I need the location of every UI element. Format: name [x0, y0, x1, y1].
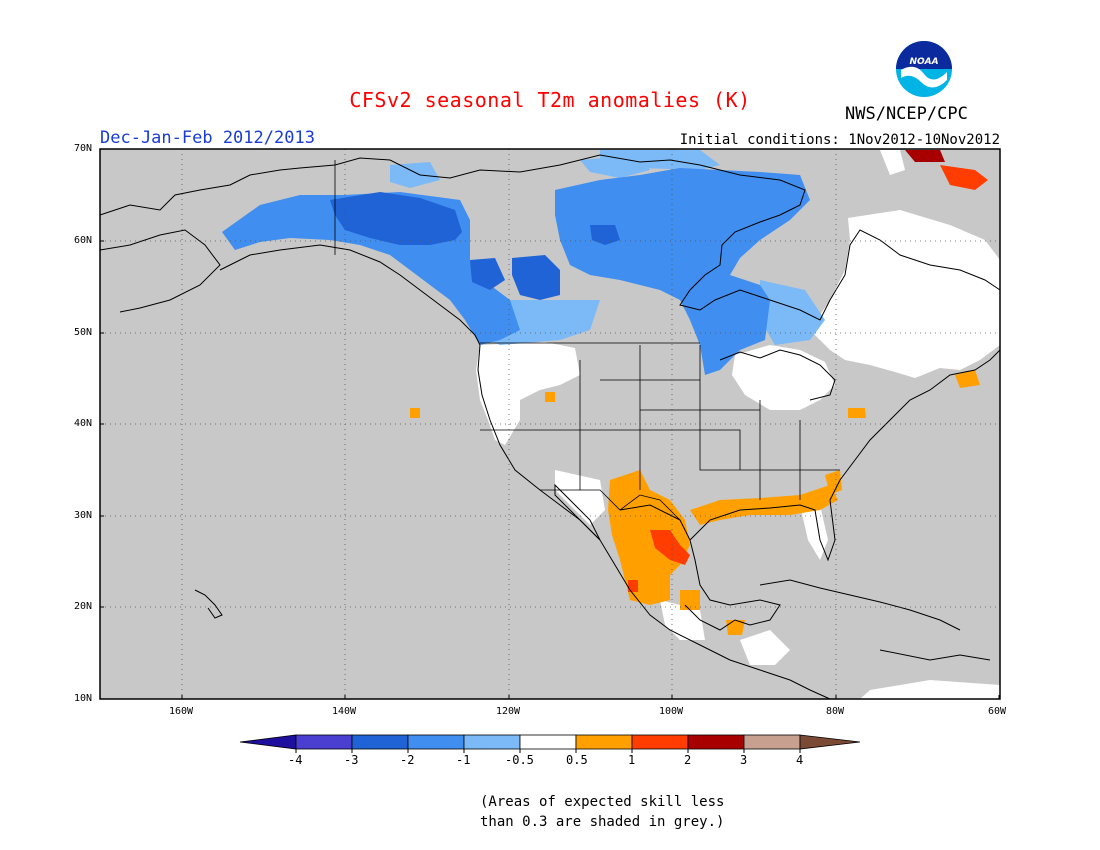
colorbar-swatch — [519, 734, 577, 750]
colorbar-label: -2 — [400, 753, 415, 767]
lat-label-10n: 10N — [74, 693, 93, 704]
colorbar-swatch — [743, 734, 801, 750]
lat-label-70n: 70N — [74, 143, 93, 154]
lat-label-60n: 60N — [74, 235, 93, 246]
colorbar-label: 2 — [684, 753, 692, 767]
colorbar-swatch — [407, 734, 465, 750]
noaa-logo: NOAA — [896, 41, 952, 97]
lon-label-160w: 160W — [169, 706, 194, 717]
footnote-line-1: (Areas of expected skill less — [480, 794, 725, 810]
colorbar-arrow-right — [799, 734, 861, 750]
colorbar-swatch — [463, 734, 521, 750]
dark-blue-regions — [330, 192, 620, 300]
colorbar-swatch — [575, 734, 633, 750]
tick-marks — [100, 148, 1000, 700]
lat-label-30n: 30N — [74, 510, 93, 521]
colorbar-swatch — [295, 734, 353, 750]
lat-label-40n: 40N — [74, 418, 93, 429]
colorbar-label: 4 — [796, 753, 804, 767]
lon-label-100w: 100W — [659, 706, 684, 717]
dark-red-regions — [905, 150, 945, 162]
colorbar-label: 3 — [740, 753, 748, 767]
colorbar-label: 1 — [628, 753, 636, 767]
colorbar-swatch — [631, 734, 689, 750]
colorbar-label: -4 — [288, 753, 303, 767]
footnote-line-2: than 0.3 are shaded in grey.) — [480, 814, 725, 830]
colorbar-label: -1 — [456, 753, 471, 767]
red-orange-regions — [628, 165, 988, 592]
footnote: (Areas of expected skill less than 0.3 a… — [480, 792, 724, 832]
initial-conditions-label: Initial conditions: 1Nov2012-10Nov2012 — [679, 132, 1000, 148]
season-label: Dec-Jan-Feb 2012/2013 — [100, 128, 315, 148]
agency-label: NWS/NCEP/CPC — [845, 104, 968, 124]
lon-label-60w: 60W — [988, 706, 1007, 717]
lon-label-120w: 120W — [496, 706, 521, 717]
neutral-regions — [476, 150, 1000, 699]
gridlines — [100, 149, 1000, 699]
coastlines — [99, 154, 1001, 700]
lat-label-50n: 50N — [74, 327, 93, 338]
colorbar-label: 0.5 — [566, 753, 588, 767]
chart-title: CFSv2 seasonal T2m anomalies (K) — [349, 88, 751, 112]
lon-label-140w: 140W — [332, 706, 357, 717]
colorbar-label: -3 — [344, 753, 359, 767]
colorbar-label: -0.5 — [505, 753, 534, 767]
lon-label-80w: 80W — [826, 706, 845, 717]
colorbar-ticks — [295, 749, 801, 753]
boundaries — [334, 160, 840, 521]
lat-label-20n: 20N — [74, 601, 93, 612]
svg-text:NOAA: NOAA — [909, 57, 938, 67]
colorbar-swatch — [351, 734, 409, 750]
colorbar-arrow-left — [239, 734, 297, 750]
colorbar-swatch — [687, 734, 745, 750]
